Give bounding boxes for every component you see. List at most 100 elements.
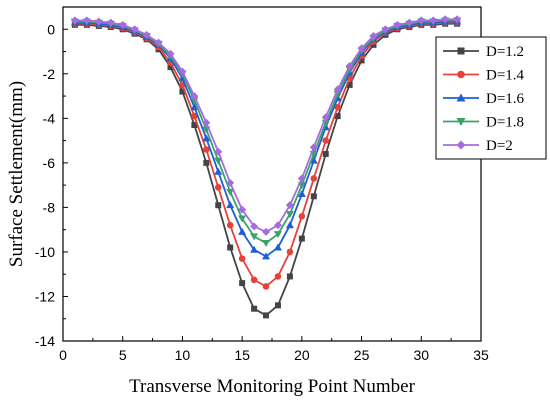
marker-diamond (429, 16, 438, 25)
marker-triangle-down (250, 233, 259, 241)
marker-circle (286, 248, 294, 256)
marker-square (322, 150, 329, 157)
marker-square (298, 235, 305, 242)
marker-circle (274, 273, 282, 280)
series-line (74, 20, 458, 258)
marker-diamond (178, 67, 187, 76)
marker-diamond (333, 85, 342, 94)
y-tick-label: -4 (43, 110, 56, 126)
series-D=1.8 (70, 17, 462, 248)
marker-diamond (154, 38, 163, 47)
marker-diamond (214, 147, 223, 156)
marker-triangle-up (262, 252, 271, 260)
legend-label: D=2 (486, 138, 513, 154)
marker-diamond (369, 31, 378, 40)
marker-triangle-up (309, 156, 318, 164)
marker-circle (214, 184, 222, 191)
legend-label: D=1.4 (486, 68, 525, 84)
marker-diamond (142, 30, 151, 39)
marker-circle (203, 146, 210, 153)
marker-triangle-up (273, 243, 282, 251)
x-tick-label: 0 (59, 347, 67, 363)
marker-square (227, 244, 234, 251)
series-D=2 (70, 15, 462, 236)
marker-diamond (262, 227, 271, 236)
marker-square (286, 273, 293, 280)
series-line (74, 18, 458, 233)
marker-square (370, 41, 377, 48)
marker-diamond (417, 16, 426, 25)
marker-diamond (118, 20, 127, 29)
legend-item: D=1.4 (443, 68, 525, 84)
y-tick-label: -12 (35, 288, 55, 304)
marker-triangle-up (202, 134, 211, 142)
marker-diamond (456, 140, 466, 150)
x-tick-label: 30 (413, 347, 429, 363)
x-tick-label: 15 (234, 347, 250, 363)
marker-triangle-down (238, 215, 247, 223)
marker-square (215, 202, 222, 209)
marker-circle (322, 137, 330, 144)
marker-square (239, 280, 246, 287)
marker-diamond (405, 18, 414, 27)
marker-circle (298, 213, 306, 220)
y-tick-label: -8 (43, 199, 56, 215)
marker-diamond (357, 44, 366, 53)
legend-item: D=1.6 (443, 91, 525, 107)
marker-diamond (238, 205, 247, 214)
marker-circle (334, 103, 341, 111)
legend-box (435, 36, 547, 160)
y-tick-label: -6 (43, 155, 56, 171)
marker-square (310, 193, 317, 200)
marker-diamond (250, 222, 259, 231)
marker-square (179, 88, 186, 95)
marker-triangle-up (456, 93, 466, 102)
marker-square (191, 122, 198, 129)
marker-diamond (202, 118, 211, 127)
marker-circle (310, 175, 318, 182)
marker-square (457, 47, 465, 55)
legend-label: D=1.2 (486, 44, 524, 60)
x-tick-label: 35 (473, 347, 489, 363)
axes: 0 5 10 15 20 25 30 35 0 -2 -4 -6 -8 -10 -12 -14 (35, 6, 489, 363)
series-line (74, 19, 458, 245)
marker-triangle-up (190, 103, 199, 111)
marker-diamond (273, 221, 282, 230)
marker-diamond (381, 25, 390, 34)
marker-diamond (393, 20, 402, 29)
marker-circle (191, 112, 198, 120)
legend-label: D=1.6 (486, 91, 525, 107)
marker-diamond (321, 113, 330, 122)
y-axis-label: Surface Settlement(mm) (6, 81, 27, 267)
marker-diamond (130, 25, 139, 34)
series-D=1.6 (70, 17, 462, 260)
series-D=1.2 (71, 20, 461, 319)
marker-triangle-up (214, 167, 223, 175)
legend-label: D=1.8 (486, 115, 524, 131)
y-tick-label: -14 (35, 333, 55, 349)
marker-diamond (453, 15, 462, 24)
y-tick-label: -10 (35, 244, 55, 260)
marker-triangle-up (297, 190, 306, 198)
marker-diamond (285, 201, 294, 210)
legend-item: D=1.2 (443, 44, 524, 60)
marker-triangle-up (226, 201, 235, 209)
marker-square (358, 57, 365, 64)
marker-triangle-up (285, 221, 294, 229)
marker-square (346, 81, 353, 88)
marker-circle (457, 70, 465, 79)
marker-triangle-down (273, 231, 282, 239)
marker-diamond (226, 178, 235, 187)
legend: D=1.2 D=1.4 D=1.6 D=1.8 D=2 (435, 36, 547, 160)
marker-diamond (94, 17, 103, 26)
marker-square (334, 113, 341, 120)
marker-diamond (82, 16, 91, 25)
marker-triangle-down (262, 240, 271, 248)
legend-item: D=2 (443, 138, 513, 154)
x-tick-label: 5 (119, 347, 127, 363)
marker-circle (250, 276, 258, 284)
marker-square (263, 312, 270, 319)
series-layer (70, 15, 462, 319)
x-tick-label: 10 (175, 347, 191, 363)
